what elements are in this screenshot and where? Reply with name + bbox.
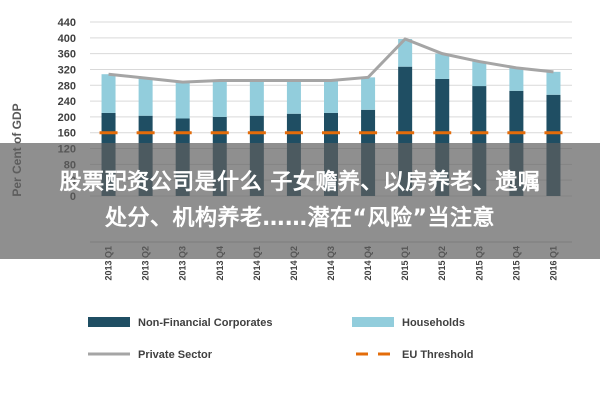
legend-label: Non-Financial Corporates bbox=[138, 317, 272, 329]
private-sector-line bbox=[108, 37, 554, 84]
x-tick-label: 2014 Q3 bbox=[326, 246, 336, 281]
caption-text: 股票配资公司是什么 子女赡养、以房养老、遗嘱 处分、机构养老……潜在“风险”当注… bbox=[30, 165, 570, 237]
series-lines bbox=[99, 37, 563, 135]
bar-households bbox=[286, 80, 301, 114]
x-tick-label: 2015 Q3 bbox=[474, 246, 484, 281]
bar-households bbox=[249, 80, 264, 116]
x-tick-label: 2013 Q2 bbox=[141, 246, 151, 281]
caption-overlay: 股票配资公司是什么 子女赡养、以房养老、遗嘱 处分、机构养老……潜在“风险”当注… bbox=[0, 143, 600, 259]
legend-label: EU Threshold bbox=[402, 349, 474, 361]
y-tick-label: 240 bbox=[58, 96, 76, 108]
bar-households bbox=[175, 82, 190, 119]
x-tick-label: 2013 Q4 bbox=[215, 246, 225, 281]
x-tick-label: 2015 Q2 bbox=[437, 246, 447, 281]
y-tick-label: 160 bbox=[58, 128, 76, 140]
bar-households bbox=[546, 71, 561, 95]
caption-line-2: 处分、机构养老……潜在“风险”当注意 bbox=[105, 206, 495, 231]
bar-households bbox=[398, 39, 413, 67]
x-tick-label: 2014 Q1 bbox=[252, 246, 262, 281]
y-tick-label: 400 bbox=[58, 33, 76, 45]
legend: Non-Financial Corporates Households Privat… bbox=[88, 317, 474, 361]
x-tick-label: 2016 Q1 bbox=[548, 246, 558, 281]
bar-households bbox=[101, 74, 116, 113]
y-tick-label: 440 bbox=[58, 17, 76, 29]
x-tick-label: 2015 Q4 bbox=[511, 246, 521, 281]
bar-households bbox=[324, 80, 338, 113]
bar-households bbox=[361, 77, 376, 110]
y-tick-label: 280 bbox=[58, 80, 76, 92]
y-tick-label: 320 bbox=[58, 64, 76, 76]
x-tick-label: 2015 Q1 bbox=[400, 246, 410, 281]
bar-households bbox=[509, 67, 524, 91]
legend-label: Private Sector bbox=[138, 349, 213, 361]
y-tick-label: 200 bbox=[58, 112, 76, 124]
legend-label: Households bbox=[402, 317, 465, 329]
bar-households bbox=[212, 80, 227, 117]
x-tick-label: 2014 Q2 bbox=[289, 246, 299, 281]
legend-swatch bbox=[352, 317, 394, 327]
x-tick-label: 2013 Q1 bbox=[104, 246, 114, 281]
bar-households bbox=[435, 53, 450, 79]
caption-line-1: 股票配资公司是什么 子女赡养、以房养老、遗嘱 bbox=[59, 170, 541, 195]
x-tick-label: 2013 Q3 bbox=[178, 246, 188, 281]
bar-households bbox=[138, 78, 153, 116]
x-tick-label: 2014 Q4 bbox=[363, 246, 373, 281]
y-tick-label: 360 bbox=[58, 49, 76, 61]
bar-households bbox=[472, 61, 487, 87]
legend-swatch bbox=[88, 317, 130, 327]
